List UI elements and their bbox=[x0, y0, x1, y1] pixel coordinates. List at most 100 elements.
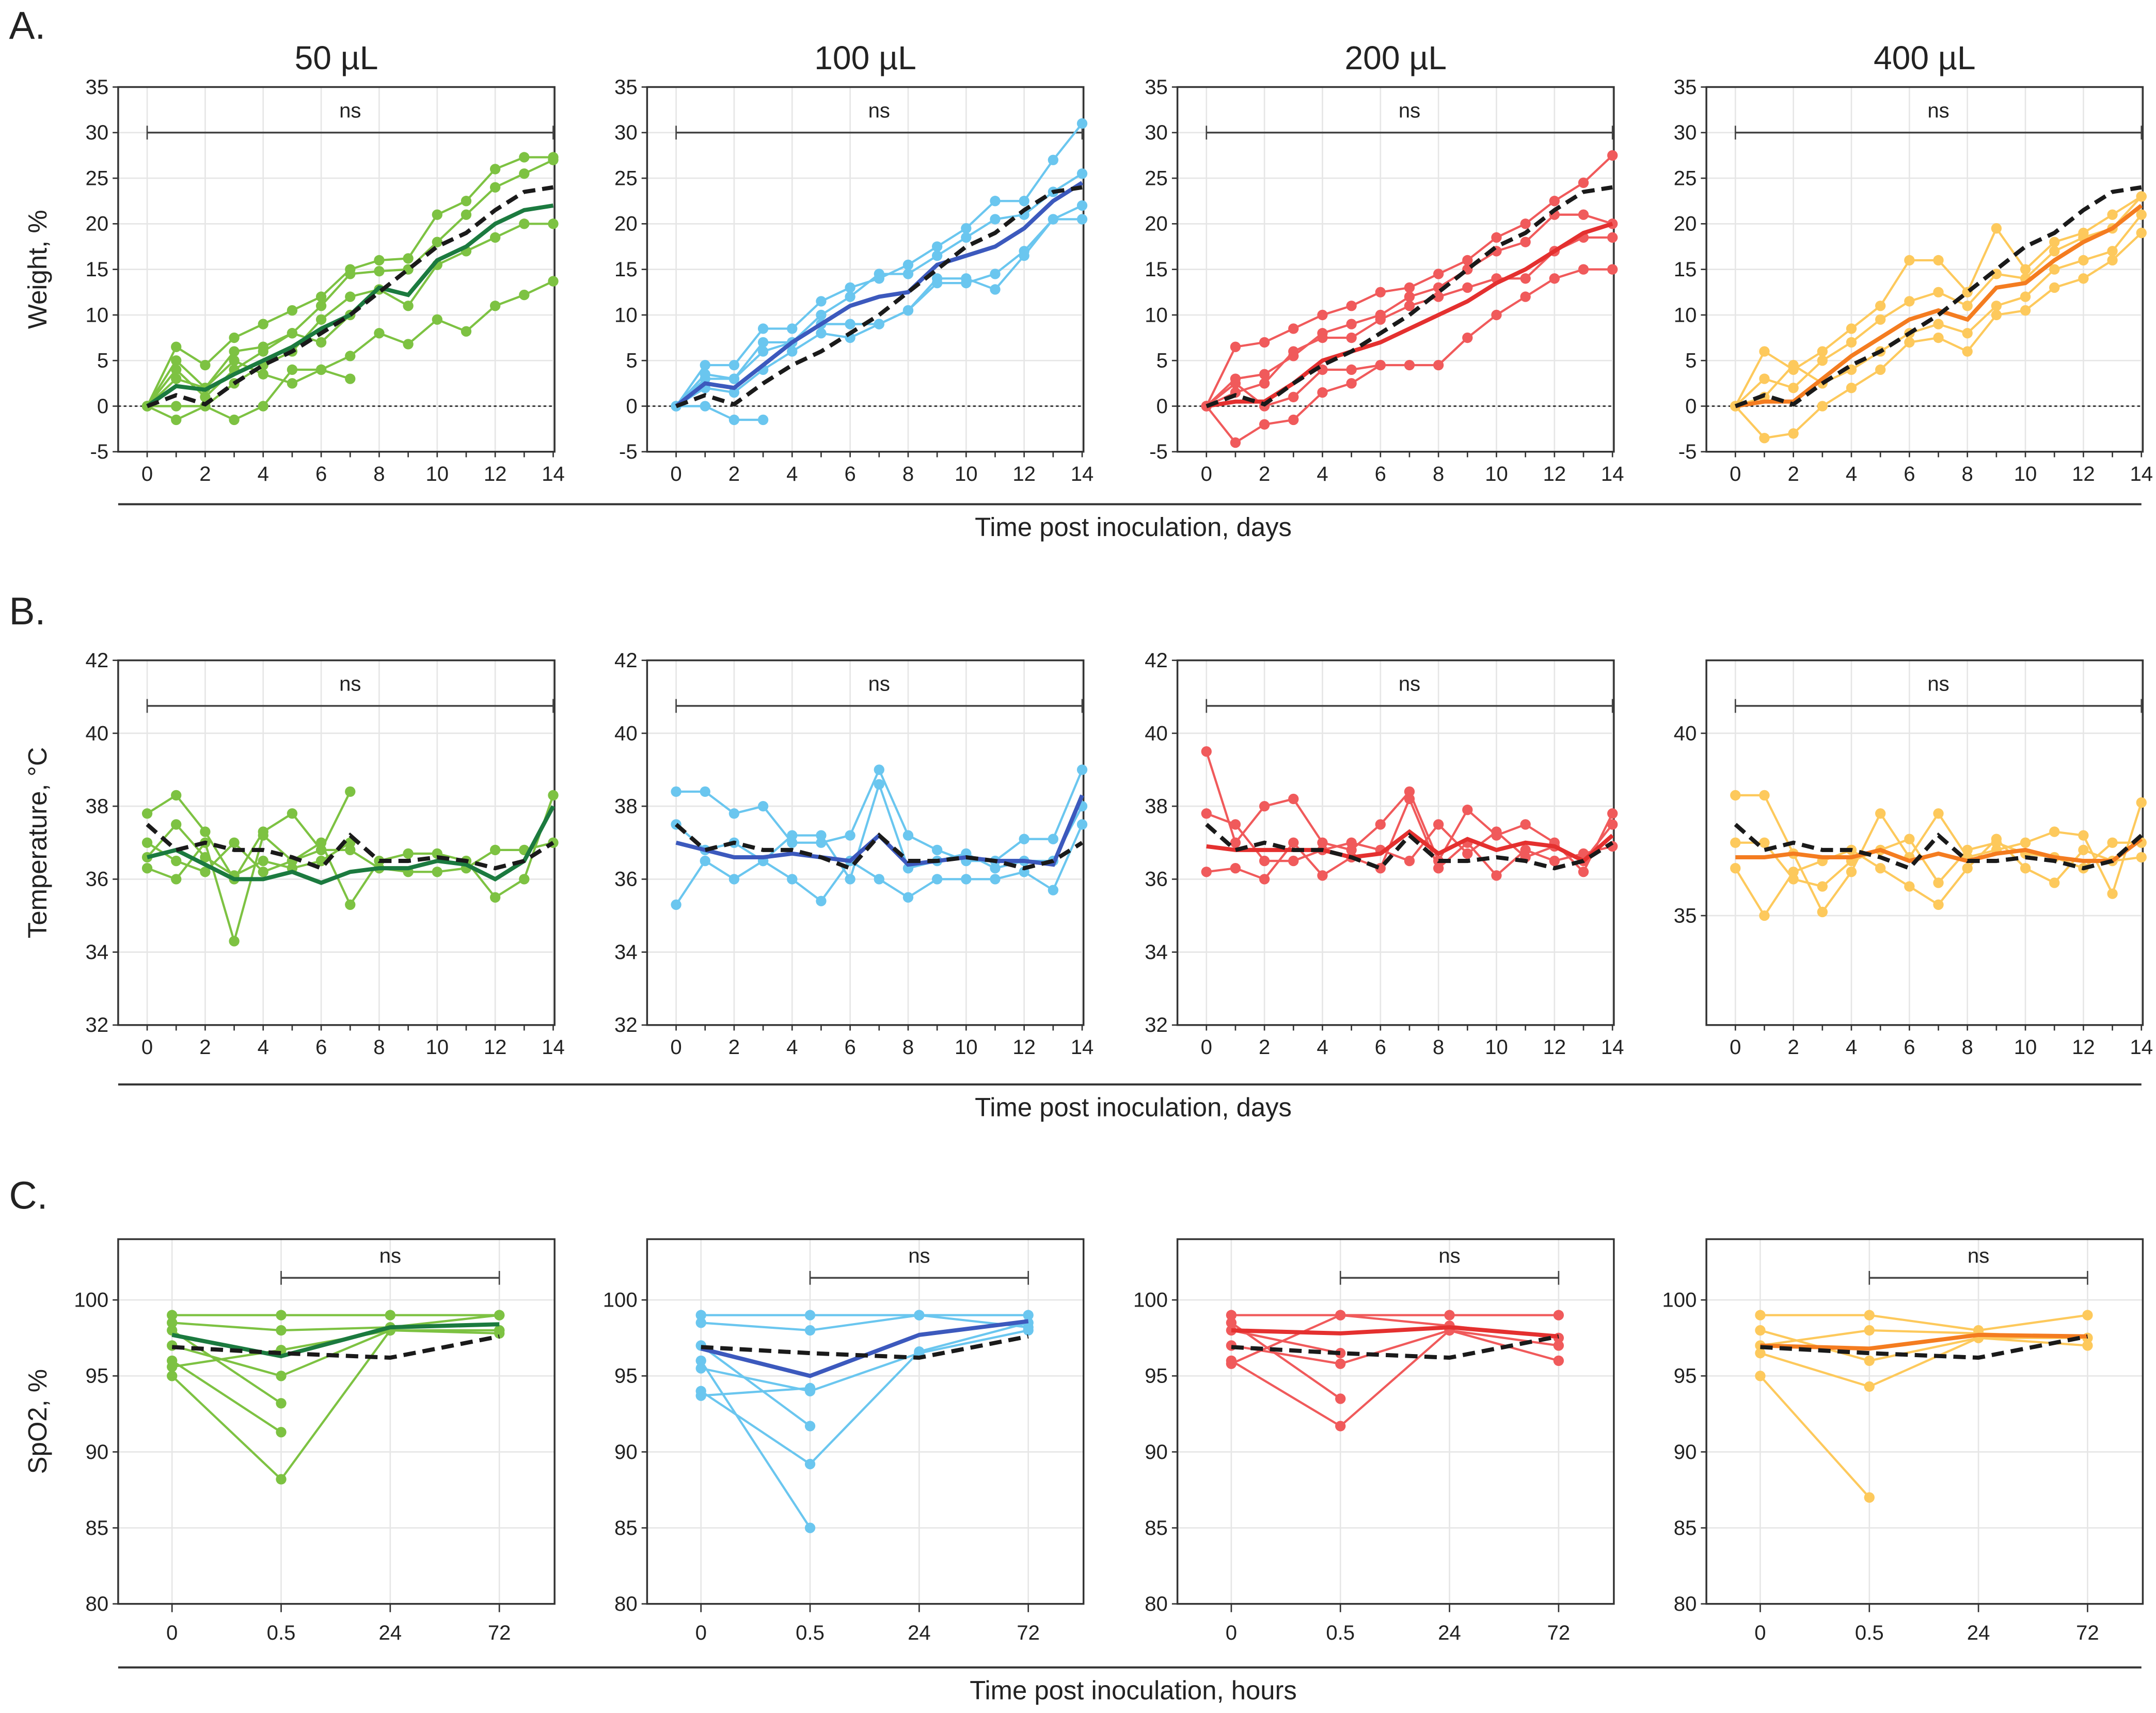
individual-data-point bbox=[1578, 867, 1589, 877]
individual-data-point bbox=[1875, 301, 1886, 311]
individual-data-point bbox=[1933, 808, 1944, 819]
individual-data-point bbox=[432, 237, 442, 247]
individual-data-point bbox=[1288, 391, 1299, 402]
individual-data-point bbox=[1607, 232, 1618, 243]
y-tick-label: 20 bbox=[614, 212, 638, 235]
individual-data-point bbox=[1788, 428, 1799, 439]
individual-data-point bbox=[461, 209, 472, 220]
individual-data-point bbox=[2078, 844, 2089, 856]
reference-dashed-line bbox=[1231, 1334, 1559, 1360]
individual-data-point bbox=[1335, 1347, 1346, 1359]
significance-label: ns bbox=[1399, 672, 1420, 696]
individual-data-point bbox=[1288, 323, 1299, 334]
individual-data-point bbox=[804, 1421, 816, 1432]
y-tick-label: 20 bbox=[86, 212, 109, 235]
individual-data-point bbox=[1520, 218, 1531, 229]
y-tick-label: 36 bbox=[86, 868, 109, 891]
individual-data-point bbox=[931, 874, 943, 885]
y-tick-label: 85 bbox=[614, 1516, 638, 1539]
individual-data-point bbox=[1230, 819, 1241, 830]
individual-data-point bbox=[2136, 227, 2147, 239]
reference-dashed-line bbox=[1205, 823, 1614, 871]
individual-data-point bbox=[902, 305, 914, 316]
individual-data-point bbox=[2020, 863, 2031, 874]
x-tick-label: 4 bbox=[786, 1035, 798, 1059]
y-tick-label: 35 bbox=[1674, 904, 1697, 927]
mean-series-line bbox=[1231, 1325, 1559, 1339]
individual-data-point bbox=[1933, 255, 1944, 266]
y-tick-label: 15 bbox=[614, 258, 638, 281]
individual-data-point bbox=[1520, 844, 1531, 856]
x-tick-label: 0 bbox=[695, 1621, 707, 1644]
y-tick-label: 0 bbox=[1685, 395, 1697, 418]
y-tick-label: 30 bbox=[1674, 121, 1697, 144]
individual-series-line bbox=[701, 1329, 1029, 1392]
chart-panel-50-row-0: -5 0 5 10 15 20 25 30 35 0 2 4 6 8 10 12 14 ns bbox=[86, 75, 565, 485]
individual-data-point bbox=[167, 1371, 178, 1381]
individual-data-point bbox=[1023, 1325, 1034, 1336]
individual-data-point bbox=[2078, 273, 2089, 284]
plot-frame bbox=[117, 86, 556, 453]
individual-data-point bbox=[200, 359, 211, 371]
y-tick-label: 25 bbox=[1674, 166, 1697, 190]
individual-data-point bbox=[345, 373, 356, 384]
individual-data-point bbox=[1788, 382, 1799, 394]
individual-data-point bbox=[1335, 1421, 1346, 1432]
x-tick-label: 10 bbox=[2014, 462, 2037, 485]
individual-data-point bbox=[2107, 246, 2118, 257]
y-tick-label: 36 bbox=[1145, 868, 1168, 891]
y-tick-label: 40 bbox=[614, 721, 638, 745]
individual-data-point bbox=[1230, 837, 1241, 848]
individual-data-point bbox=[200, 391, 211, 402]
individual-data-point bbox=[171, 790, 182, 801]
individual-data-point bbox=[671, 899, 681, 910]
reference-dashed-line bbox=[1734, 823, 2143, 871]
individual-data-point bbox=[171, 373, 182, 384]
individual-data-point bbox=[403, 301, 414, 311]
group-title: 100 µL bbox=[814, 39, 916, 76]
mean-series-line bbox=[1206, 222, 1613, 408]
x-tick-label: 14 bbox=[2130, 462, 2153, 485]
individual-data-point bbox=[1846, 382, 1857, 394]
individual-data-point bbox=[874, 764, 884, 775]
y-tick-label: 15 bbox=[1145, 258, 1168, 281]
y-tick-label: 32 bbox=[614, 1013, 638, 1036]
x-tick-label: 10 bbox=[1485, 1035, 1508, 1059]
individual-data-point bbox=[1346, 378, 1357, 389]
individual-data-point bbox=[1076, 214, 1088, 225]
x-tick-label: 0 bbox=[141, 462, 153, 485]
individual-series-line bbox=[171, 1329, 500, 1377]
individual-series-line bbox=[172, 1314, 500, 1332]
mean-series-line bbox=[146, 203, 554, 408]
significance-label: ns bbox=[1927, 99, 1949, 122]
mean-series-line bbox=[1735, 837, 2143, 863]
individual-series-line bbox=[1230, 1322, 1341, 1400]
individual-data-point bbox=[1864, 1325, 1875, 1336]
individual-data-point bbox=[845, 282, 855, 293]
individual-data-point bbox=[990, 269, 1001, 279]
individual-data-point bbox=[695, 1310, 706, 1321]
x-tick-label: 6 bbox=[315, 462, 327, 485]
individual-data-point bbox=[258, 830, 268, 841]
individual-data-point bbox=[1520, 819, 1531, 830]
individual-data-point bbox=[315, 837, 327, 848]
x-tick-label: 10 bbox=[425, 462, 449, 485]
individual-data-point bbox=[1201, 808, 1212, 819]
individual-series-line bbox=[171, 1360, 282, 1433]
individual-data-point bbox=[403, 253, 414, 264]
individual-data-point bbox=[990, 284, 1001, 295]
x-tick-label: 12 bbox=[484, 1035, 507, 1059]
individual-data-point bbox=[1788, 359, 1799, 371]
individual-data-point bbox=[1346, 319, 1357, 329]
x-tick-label: 2 bbox=[728, 1035, 740, 1059]
x-tick-label: 0.5 bbox=[796, 1621, 825, 1644]
individual-data-point bbox=[1076, 764, 1088, 775]
x-tick-label: 6 bbox=[1904, 1035, 1915, 1059]
individual-data-point bbox=[1578, 264, 1589, 275]
x-tick-label: 14 bbox=[1601, 1035, 1624, 1059]
x-tick-label: 0 bbox=[1730, 1035, 1741, 1059]
plot-frame bbox=[1705, 659, 2144, 1026]
individual-data-point bbox=[1491, 870, 1502, 881]
individual-data-point bbox=[804, 1522, 816, 1533]
chart-panel-100-row-0: -5 0 5 10 15 20 25 30 35 0 2 4 6 8 10 12 14 ns bbox=[614, 75, 1093, 485]
